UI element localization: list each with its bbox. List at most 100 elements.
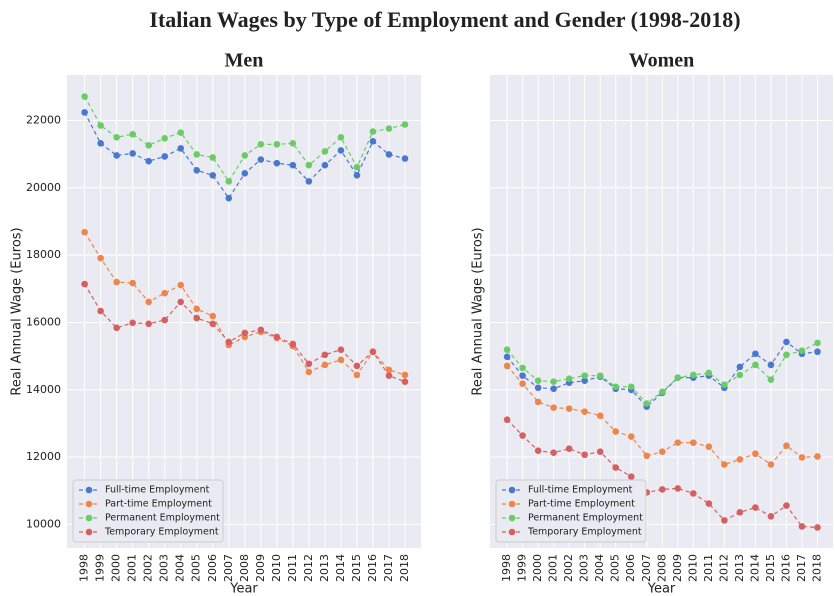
data-point xyxy=(193,305,201,313)
data-point xyxy=(385,151,393,158)
data-point xyxy=(736,456,744,463)
data-point xyxy=(113,324,120,332)
data-point xyxy=(97,307,104,315)
data-point xyxy=(193,314,201,322)
legend: Full-time Employment Part-time Employment… xyxy=(72,479,224,543)
subplot-title: Men xyxy=(225,50,264,72)
data-point xyxy=(145,320,152,328)
data-point xyxy=(353,371,361,379)
data-point xyxy=(581,377,588,384)
legend-label: Full-time Employment xyxy=(105,485,210,496)
x-tick-label: 2006 xyxy=(206,554,219,582)
data-point xyxy=(305,178,313,185)
data-point xyxy=(596,448,604,456)
data-point xyxy=(241,170,249,177)
data-point xyxy=(257,156,265,163)
data-point xyxy=(705,443,713,450)
x-axis-label: Year xyxy=(647,582,676,596)
data-point xyxy=(129,279,136,287)
data-point xyxy=(337,356,345,364)
data-point xyxy=(193,166,201,174)
legend: Full-time Employment Part-time Employment… xyxy=(495,479,647,543)
data-point xyxy=(627,473,635,480)
data-point xyxy=(767,461,775,468)
data-point xyxy=(674,374,682,381)
legend-label: Part-time Employment xyxy=(105,499,212,510)
x-tick-label: 2011 xyxy=(702,554,715,582)
data-point xyxy=(565,375,573,382)
data-point xyxy=(193,151,201,158)
data-point xyxy=(145,298,152,306)
data-point xyxy=(113,152,120,159)
data-point xyxy=(209,312,217,320)
data-point xyxy=(273,159,281,167)
x-tick-label: 2002 xyxy=(562,554,575,582)
y-tick-label: 22000 xyxy=(26,113,61,126)
legend-marker xyxy=(508,486,516,494)
data-point xyxy=(550,404,557,411)
legend-label: Permanent Employment xyxy=(528,513,643,524)
x-tick-label: 2004 xyxy=(593,554,606,582)
x-tick-label: 2003 xyxy=(578,554,591,582)
data-point xyxy=(81,109,88,116)
data-point xyxy=(814,453,821,460)
data-point xyxy=(643,452,651,460)
x-tick-label: 2009 xyxy=(254,554,267,582)
data-point xyxy=(534,384,542,392)
x-tick-label: 2007 xyxy=(222,554,235,582)
data-point xyxy=(385,372,393,379)
data-point xyxy=(627,383,635,391)
data-point xyxy=(690,371,697,379)
x-tick-label: 2013 xyxy=(318,554,331,582)
x-tick-label: 2003 xyxy=(158,554,171,582)
x-tick-label: 2000 xyxy=(531,554,544,582)
data-point xyxy=(177,298,185,306)
data-point xyxy=(565,445,573,452)
legend-label: Full-time Employment xyxy=(528,485,633,496)
data-point xyxy=(519,364,526,372)
x-tick-label: 2008 xyxy=(238,554,251,582)
data-point xyxy=(209,154,217,161)
data-point xyxy=(337,346,345,354)
data-point xyxy=(289,140,297,147)
data-point xyxy=(273,333,281,341)
data-point xyxy=(798,454,806,461)
y-axis-label: Real Annual Wage (Euros) xyxy=(10,227,25,395)
y-tick-label: 10000 xyxy=(26,517,61,530)
data-point xyxy=(674,439,682,446)
data-point xyxy=(752,504,759,511)
subplot-title: Women xyxy=(629,50,695,72)
x-tick-label: 2009 xyxy=(671,554,684,582)
data-point xyxy=(401,371,409,379)
data-point xyxy=(550,449,557,457)
data-point xyxy=(113,278,120,286)
x-tick-label: 2015 xyxy=(764,554,777,582)
x-tick-label: 2018 xyxy=(810,554,823,582)
data-point xyxy=(519,380,526,388)
data-point xyxy=(81,93,88,100)
data-point xyxy=(81,228,88,236)
x-tick-label: 2007 xyxy=(640,554,653,582)
data-point xyxy=(752,361,759,369)
data-point xyxy=(581,451,588,459)
x-tick-label: 2010 xyxy=(270,554,283,582)
figure-title: Italian Wages by Type of Employment and … xyxy=(149,7,740,32)
data-point xyxy=(690,490,697,497)
x-tick-label: 2005 xyxy=(190,554,203,582)
data-point xyxy=(273,141,281,148)
legend-label: Temporary Employment xyxy=(104,527,219,538)
legend-box xyxy=(495,479,647,543)
data-point xyxy=(289,161,297,169)
data-point xyxy=(241,329,249,337)
data-point xyxy=(97,122,104,129)
data-point xyxy=(534,377,542,384)
data-point xyxy=(129,150,136,157)
data-point xyxy=(736,371,744,379)
x-tick-label: 2016 xyxy=(779,554,792,582)
data-point xyxy=(674,485,682,492)
x-axis-label: Year xyxy=(229,582,258,596)
data-point xyxy=(289,340,297,348)
data-point xyxy=(736,509,744,516)
data-point xyxy=(783,351,790,359)
